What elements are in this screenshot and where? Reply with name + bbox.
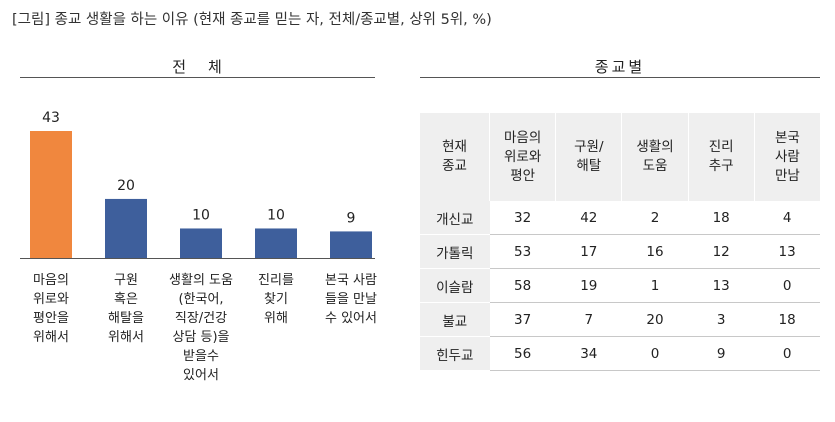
- row-religion: 불교: [420, 302, 490, 337]
- row-religion: 개신교: [420, 201, 490, 235]
- overall-bar-chart: 43 20 10 10 9: [20, 110, 375, 259]
- right-heading: 종교별: [594, 58, 646, 76]
- bar-4: [255, 228, 297, 258]
- table-cell: 42: [555, 201, 622, 235]
- bar-value-label-5: 9: [347, 210, 356, 226]
- bar-2: [105, 198, 147, 258]
- category-label-4: 진리를 찾기 위해: [258, 273, 294, 326]
- left-heading-rule: [20, 77, 375, 78]
- table-cell: 56: [489, 336, 556, 371]
- table-cell: 20: [621, 302, 689, 337]
- table-header-row: 현재 종교 마음의 위로와 평안 구원/해탈 생활의 도움 진리 추구 본국 사람 만남: [420, 113, 820, 201]
- table-cell: 12: [688, 234, 755, 269]
- table-cell: 37: [489, 302, 556, 337]
- table-cell: 13: [688, 268, 755, 303]
- table-cell: 0: [621, 336, 689, 371]
- table-header-4: 생활의 도움: [621, 113, 689, 201]
- bar-value-label-3: 10: [192, 207, 210, 223]
- table-cell: 9: [688, 336, 755, 371]
- table-cell: 4: [754, 201, 820, 235]
- table-cell: 58: [489, 268, 556, 303]
- table-row: 가톨릭 53 17 16 12 13: [420, 234, 820, 269]
- table-cell: 16: [621, 234, 689, 269]
- table-body: 개신교 32 42 2 18 4 가톨릭 53 17 16 12 13 이슬람 58 19 1 13 0 불교 37 7…: [420, 201, 820, 371]
- table-cell: 18: [688, 201, 755, 235]
- bar-value-label-1: 43: [42, 110, 60, 126]
- table-row: 불교 37 7 20 3 18: [420, 302, 820, 337]
- row-religion: 힌두교: [420, 336, 490, 371]
- category-label-1: 마음의 위로와 평안을 위해서: [33, 273, 69, 345]
- bar-value-label-2: 20: [117, 178, 135, 194]
- table-cell: 2: [621, 201, 689, 235]
- table-cell: 13: [754, 234, 820, 269]
- table-cell: 0: [754, 268, 820, 303]
- table-cell: 1: [621, 268, 689, 303]
- bar-value-label-4: 10: [267, 207, 285, 223]
- row-religion: 가톨릭: [420, 234, 490, 269]
- table-row: 힌두교 56 34 0 9 0: [420, 336, 820, 371]
- table-cell: 3: [688, 302, 755, 337]
- table-cell: 18: [754, 302, 820, 337]
- table-cell: 7: [555, 302, 622, 337]
- category-label-3: 생활의 도움 (한국어, 직장/건강 상담 등)을 받을수 있어서: [169, 273, 233, 383]
- category-label-5: 본국 사람 들을 만날 수 있어서: [325, 273, 377, 326]
- table-header-1: 현재 종교: [420, 113, 491, 201]
- table-cell: 32: [489, 201, 556, 235]
- bar-1: [30, 131, 72, 258]
- table-header-3: 구원/해탈: [555, 113, 623, 201]
- table-cell: 19: [555, 268, 622, 303]
- table-row: 개신교 32 42 2 18 4: [420, 201, 820, 235]
- table-cell: 34: [555, 336, 622, 371]
- table-header-6: 본국 사람 만남: [754, 113, 820, 201]
- table-header-5: 진리 추구: [688, 113, 755, 201]
- left-heading: 전체: [172, 58, 244, 76]
- table-cell: 17: [555, 234, 622, 269]
- bar-5: [330, 231, 372, 258]
- figure-title: [그림] 종교 생활을 하는 이유 (현재 종교를 믿는 자, 전체/종교별, …: [12, 12, 492, 28]
- table-cell: 53: [489, 234, 556, 269]
- bar-3: [180, 228, 222, 258]
- row-religion: 이슬람: [420, 268, 490, 303]
- table-row: 이슬람 58 19 1 13 0: [420, 268, 820, 303]
- table-cell: 0: [754, 336, 820, 371]
- table-header-2: 마음의 위로와 평안: [489, 113, 557, 201]
- right-heading-rule: [420, 77, 820, 78]
- religion-table: 현재 종교 마음의 위로와 평안 구원/해탈 생활의 도움 진리 추구 본국 사람 만남 개신교 32 42…: [420, 113, 820, 371]
- category-label-2: 구원 혹은 해탈을 위해서: [108, 273, 144, 345]
